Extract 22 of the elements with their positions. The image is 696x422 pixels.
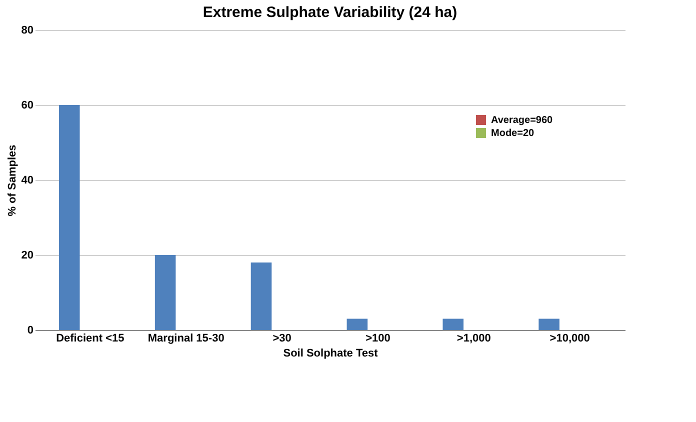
bar [58,105,80,330]
legend-label: Mode=20 [491,128,535,139]
x-tick-label: >10,000 [550,332,590,344]
y-tick-label: 0 [27,324,34,336]
x-tick-label: >100 [366,332,390,344]
x-tick-label: >1,000 [456,332,491,344]
y-tick-label: 20 [21,250,34,262]
bar [154,255,176,330]
bar [538,318,560,330]
x-tick-label: Marginal 15-30 [148,332,224,344]
chart-title: Extreme Sulphate Variability (24 ha) [202,4,458,21]
bar [346,318,368,330]
y-axis-title: % of Samples [6,144,18,216]
x-tick-label: >30 [272,332,292,344]
y-tick-label: 40 [21,174,34,186]
bar [442,318,464,330]
legend-label: Average=960 [491,115,554,126]
y-tick-label: 80 [21,24,34,36]
y-tick-label: 60 [21,100,34,112]
x-tick-label: Deficient <15 [56,332,124,344]
bar [250,262,272,330]
x-axis-title: Soil Solphate Test [283,348,378,360]
